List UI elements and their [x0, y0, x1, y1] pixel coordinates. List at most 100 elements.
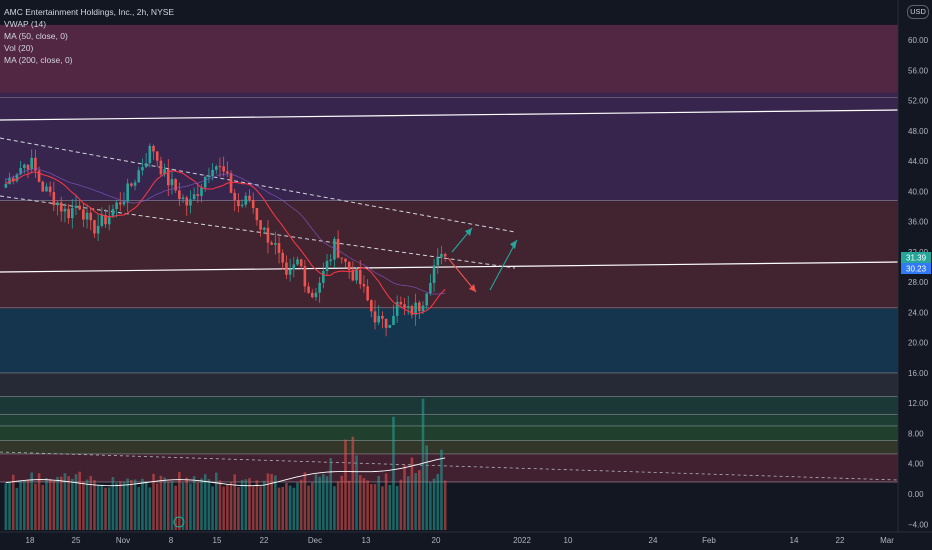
- candle-body[interactable]: [11, 178, 15, 182]
- candle-body[interactable]: [148, 145, 152, 164]
- candle-body[interactable]: [384, 318, 388, 328]
- candle-body[interactable]: [259, 220, 262, 230]
- candle-body[interactable]: [288, 269, 292, 275]
- candle-body[interactable]: [270, 242, 273, 245]
- candle-body[interactable]: [155, 151, 159, 161]
- candle-body[interactable]: [414, 302, 417, 315]
- candle-body[interactable]: [388, 324, 392, 328]
- candle-body[interactable]: [237, 200, 240, 207]
- candle-body[interactable]: [344, 258, 347, 262]
- candle-body[interactable]: [358, 270, 362, 285]
- candle-body[interactable]: [406, 306, 410, 308]
- candle-body[interactable]: [403, 304, 406, 308]
- candle-body[interactable]: [325, 260, 329, 271]
- candle-body[interactable]: [185, 197, 189, 206]
- candle-body[interactable]: [166, 169, 170, 186]
- candle-body[interactable]: [318, 282, 321, 293]
- candle-body[interactable]: [333, 238, 336, 260]
- candle-body[interactable]: [34, 157, 37, 171]
- candle-body[interactable]: [63, 208, 67, 212]
- candle-body[interactable]: [23, 164, 26, 168]
- candle-body[interactable]: [266, 227, 270, 243]
- candle-body[interactable]: [96, 225, 100, 234]
- candle-body[interactable]: [366, 286, 369, 301]
- candle-body[interactable]: [277, 243, 281, 253]
- candle-body[interactable]: [45, 186, 48, 192]
- candle-body[interactable]: [336, 238, 340, 258]
- candle-body[interactable]: [163, 169, 166, 175]
- projection-up-arrow-2[interactable]: [489, 239, 518, 291]
- candle-body[interactable]: [174, 179, 177, 191]
- candle-body[interactable]: [214, 166, 218, 170]
- candle-body[interactable]: [126, 183, 129, 202]
- candle-body[interactable]: [15, 174, 19, 182]
- candle-body[interactable]: [104, 215, 107, 225]
- candle-body[interactable]: [211, 169, 214, 177]
- candle-body[interactable]: [362, 284, 366, 287]
- candle-body[interactable]: [159, 160, 163, 175]
- candle-body[interactable]: [133, 182, 137, 186]
- candle-body[interactable]: [292, 264, 296, 270]
- candle-body[interactable]: [436, 257, 440, 266]
- candle-body[interactable]: [141, 167, 144, 171]
- legend-ma50[interactable]: MA (50, close, 0): [4, 31, 68, 41]
- candle-body[interactable]: [281, 252, 285, 263]
- candle-body[interactable]: [100, 215, 104, 226]
- candle-body[interactable]: [74, 205, 78, 208]
- candle-body[interactable]: [152, 145, 155, 152]
- candle-body[interactable]: [425, 293, 428, 306]
- candle-body[interactable]: [299, 259, 303, 267]
- candle-body[interactable]: [144, 163, 148, 168]
- candle-body[interactable]: [429, 282, 432, 294]
- candle-body[interactable]: [130, 183, 133, 186]
- candle-body[interactable]: [351, 270, 355, 281]
- trendline-lower[interactable]: [0, 261, 899, 273]
- candle-body[interactable]: [78, 205, 81, 210]
- candle-body[interactable]: [52, 192, 56, 206]
- candle-body[interactable]: [37, 170, 41, 182]
- candle-body[interactable]: [370, 300, 373, 312]
- candle-body[interactable]: [122, 201, 126, 205]
- candle-body[interactable]: [410, 306, 414, 315]
- candle-body[interactable]: [399, 301, 403, 305]
- candle-body[interactable]: [26, 164, 30, 170]
- candle-body[interactable]: [303, 266, 307, 287]
- candle-body[interactable]: [203, 176, 207, 188]
- earnings-marker[interactable]: [173, 516, 185, 528]
- candle-body[interactable]: [255, 208, 259, 221]
- candle-body[interactable]: [196, 194, 200, 196]
- vwap-line[interactable]: [5, 167, 446, 295]
- candle-body[interactable]: [4, 183, 8, 188]
- ma-line[interactable]: [5, 170, 446, 314]
- candle-body[interactable]: [274, 243, 277, 245]
- candle-body[interactable]: [285, 262, 288, 275]
- candle-body[interactable]: [56, 202, 59, 206]
- candle-body[interactable]: [30, 157, 33, 170]
- candle-body[interactable]: [421, 305, 425, 312]
- currency-button[interactable]: USD: [907, 5, 929, 19]
- candle-body[interactable]: [93, 220, 96, 234]
- projection-down-arrow[interactable]: [447, 257, 477, 293]
- vwap-price-tag[interactable]: [901, 263, 931, 274]
- candle-body[interactable]: [443, 253, 447, 257]
- candle-body[interactable]: [118, 202, 122, 205]
- candle-body[interactable]: [226, 171, 229, 174]
- legend-vol[interactable]: Vol (20): [4, 43, 34, 53]
- candle-body[interactable]: [347, 261, 351, 271]
- candle-body[interactable]: [432, 265, 436, 283]
- candle-body[interactable]: [310, 292, 314, 298]
- candle-body[interactable]: [248, 195, 251, 200]
- candle-body[interactable]: [59, 202, 63, 212]
- candle-body[interactable]: [71, 207, 74, 219]
- candle-body[interactable]: [322, 270, 325, 283]
- trendline-upper[interactable]: [0, 109, 899, 121]
- candle-body[interactable]: [137, 170, 141, 183]
- candle-body[interactable]: [377, 315, 380, 323]
- candle-body[interactable]: [41, 181, 45, 192]
- legend-symbol[interactable]: AMC Entertainment Holdings, Inc., 2h, NY…: [4, 7, 175, 17]
- candle-body[interactable]: [395, 301, 399, 316]
- candle-body[interactable]: [218, 166, 222, 168]
- candle-body[interactable]: [67, 208, 70, 219]
- candle-body[interactable]: [82, 209, 85, 220]
